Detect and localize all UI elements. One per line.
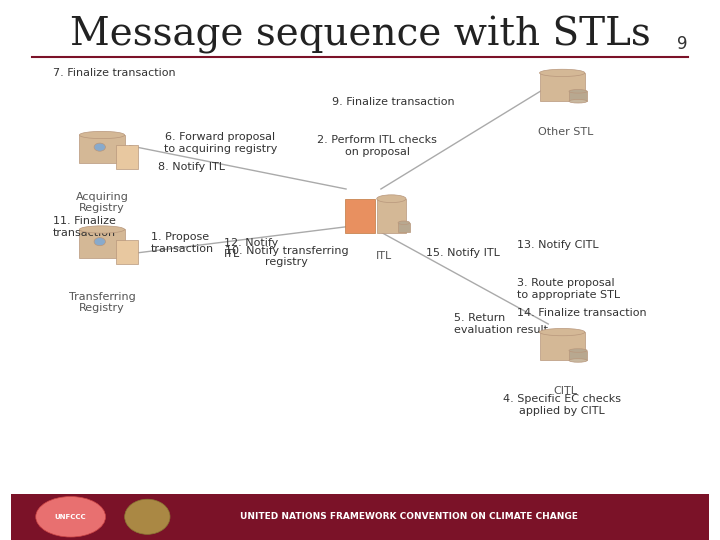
Ellipse shape <box>36 497 106 537</box>
Text: Message sequence with STLs: Message sequence with STLs <box>70 16 650 54</box>
Text: 6. Forward proposal
to acquiring registry: 6. Forward proposal to acquiring registr… <box>164 132 277 154</box>
Text: 4. Specific EC checks
applied by CITL: 4. Specific EC checks applied by CITL <box>503 394 621 416</box>
FancyBboxPatch shape <box>116 145 138 170</box>
Text: Other STL: Other STL <box>538 127 593 137</box>
Ellipse shape <box>539 328 585 336</box>
Ellipse shape <box>569 99 587 103</box>
Text: 9. Finalize transaction: 9. Finalize transaction <box>332 97 455 107</box>
FancyBboxPatch shape <box>79 230 125 258</box>
Ellipse shape <box>398 221 410 225</box>
Text: 10. Notify transferring
registry: 10. Notify transferring registry <box>225 246 348 267</box>
Text: 3. Route proposal
to appropriate STL: 3. Route proposal to appropriate STL <box>517 278 620 300</box>
Text: 14. Finalize transaction: 14. Finalize transaction <box>517 308 647 318</box>
Text: Acquiring
Registry: Acquiring Registry <box>76 192 128 213</box>
Ellipse shape <box>94 143 105 151</box>
Ellipse shape <box>569 349 587 352</box>
Ellipse shape <box>125 499 170 535</box>
FancyBboxPatch shape <box>346 199 374 233</box>
FancyBboxPatch shape <box>377 199 406 233</box>
Text: UNFCCC: UNFCCC <box>55 514 86 520</box>
Ellipse shape <box>79 226 125 233</box>
Text: UNITED NATIONS FRAMEWORK CONVENTION ON CLIMATE CHANGE: UNITED NATIONS FRAMEWORK CONVENTION ON C… <box>240 512 577 521</box>
Text: 8. Notify ITL: 8. Notify ITL <box>158 162 225 172</box>
Ellipse shape <box>94 238 105 246</box>
FancyBboxPatch shape <box>539 73 585 102</box>
Text: 7. Finalize transaction: 7. Finalize transaction <box>53 68 176 78</box>
FancyBboxPatch shape <box>569 350 587 361</box>
Text: ITL: ITL <box>377 251 392 261</box>
Text: 12. Notify
ITL: 12. Notify ITL <box>224 238 279 259</box>
Text: 9: 9 <box>678 35 688 53</box>
FancyBboxPatch shape <box>79 135 125 163</box>
Ellipse shape <box>377 195 406 202</box>
Ellipse shape <box>539 69 585 77</box>
Ellipse shape <box>569 359 587 362</box>
Text: 5. Return
evaluation result: 5. Return evaluation result <box>454 313 548 335</box>
FancyBboxPatch shape <box>398 222 410 232</box>
Text: 13. Notify CITL: 13. Notify CITL <box>517 240 598 251</box>
Text: 15. Notify ITL: 15. Notify ITL <box>426 248 500 259</box>
Ellipse shape <box>569 90 587 93</box>
Ellipse shape <box>79 131 125 139</box>
FancyBboxPatch shape <box>539 332 585 361</box>
FancyBboxPatch shape <box>116 240 138 264</box>
Text: 1. Propose
transaction: 1. Propose transaction <box>150 232 214 254</box>
Bar <box>12 494 708 540</box>
FancyBboxPatch shape <box>569 91 587 102</box>
Text: 11. Finalize
transaction: 11. Finalize transaction <box>53 216 117 238</box>
Text: CITL: CITL <box>554 386 577 396</box>
Text: Transferring
Registry: Transferring Registry <box>68 292 135 313</box>
Text: 2. Perform ITL checks
on proposal: 2. Perform ITL checks on proposal <box>318 135 437 157</box>
